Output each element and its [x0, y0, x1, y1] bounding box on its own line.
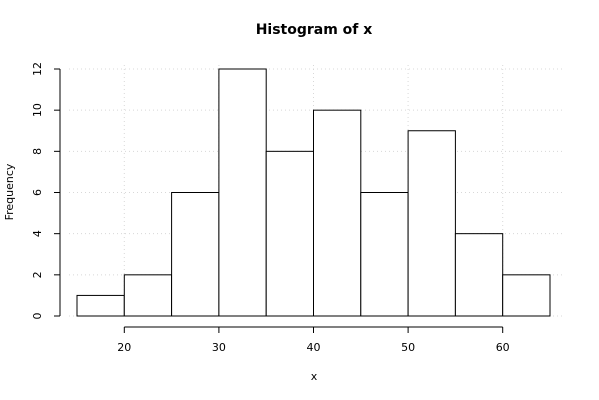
y-tick-label: 2 [31, 271, 44, 278]
bar [218, 68, 267, 317]
bar [76, 294, 125, 317]
bar [265, 150, 315, 317]
bar [360, 192, 409, 317]
bar [407, 130, 456, 317]
y-axis-label: Frequency [3, 163, 16, 220]
bar [454, 233, 504, 317]
x-tick-label: 30 [212, 341, 226, 354]
y-tick-label: 10 [31, 103, 44, 117]
x-tick-label: 60 [496, 341, 510, 354]
x-tick-label: 50 [401, 341, 415, 354]
y-tick-label: 12 [31, 62, 44, 76]
bar [123, 274, 173, 317]
y-tick-label: 4 [31, 230, 44, 237]
x-tick-label: 40 [307, 341, 321, 354]
y-tick-label: 8 [31, 148, 44, 155]
bar [313, 109, 362, 317]
x-tick-label: 20 [117, 341, 131, 354]
y-tick-label: 6 [31, 189, 44, 196]
bar [502, 274, 551, 317]
y-tick-label: 0 [31, 313, 44, 320]
chart-title: Histogram of x [256, 22, 373, 38]
x-axis-label: x [311, 370, 318, 383]
bar [171, 192, 220, 317]
